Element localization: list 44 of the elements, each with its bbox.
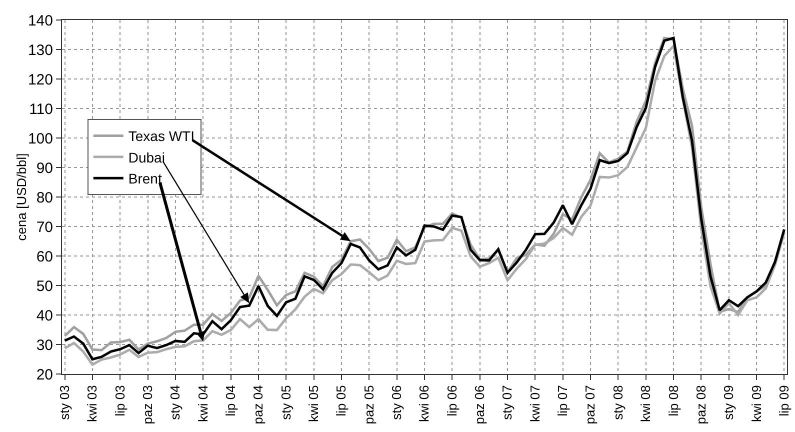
x-tick-label: paz 03: [140, 385, 156, 424]
x-tick-label: paz 04: [250, 385, 266, 424]
y-tick-label: 20: [36, 366, 53, 384]
y-tick-label: 50: [36, 278, 53, 295]
y-tick-label: 110: [29, 100, 53, 118]
y-tick-label: 100: [28, 130, 53, 148]
x-tick-label: lip 05: [334, 385, 349, 416]
legend-label: Texas WTI: [128, 128, 194, 144]
x-tick-label: sty 08: [610, 385, 626, 420]
x-tick-label: paz 05: [361, 385, 376, 424]
y-tick-label: 30: [36, 336, 53, 354]
x-tick-label: lip 07: [555, 385, 570, 416]
x-tick-label: kwi 07: [527, 385, 542, 422]
y-axis-title: cena [USD/bbl]: [14, 153, 29, 241]
x-tick-label: sty 07: [500, 385, 515, 420]
x-tick-label: lip 08: [666, 385, 681, 416]
y-tick-label: 70: [36, 218, 53, 236]
y-tick-label: 120: [28, 71, 53, 88]
x-tick-label: kwi 05: [306, 385, 322, 422]
x-tick-label: kwi 08: [638, 385, 654, 422]
x-tick-label: kwi 09: [748, 385, 764, 422]
y-tick-label: 140: [28, 12, 53, 30]
legend-label: Brent: [128, 170, 162, 187]
y-tick-label: 90: [36, 160, 53, 177]
x-tick-label: sty 06: [389, 385, 404, 420]
x-tick-label: paz 07: [582, 385, 598, 424]
y-tick-label: 80: [36, 189, 53, 206]
x-tick-label: kwi 03: [84, 385, 100, 422]
y-tick-label: 40: [36, 307, 53, 324]
x-tick-label: paz 06: [472, 385, 488, 424]
x-tick-label: lip 09: [776, 385, 792, 416]
x-tick-label: kwi 06: [416, 385, 432, 422]
legend-label: Dubai: [128, 149, 165, 166]
x-tick-label: paz 08: [693, 385, 708, 424]
x-tick-label: sty 04: [168, 385, 183, 420]
y-tick-label: 60: [36, 248, 53, 266]
x-tick-label: lip 06: [444, 385, 460, 416]
x-tick-label: lip 04: [223, 385, 238, 416]
x-tick-label: sty 03: [56, 385, 72, 420]
x-tick-label: sty 05: [278, 385, 294, 420]
x-tick-label: sty 09: [721, 385, 736, 420]
x-tick-label: kwi 04: [195, 385, 210, 422]
y-tick-label: 130: [28, 42, 53, 59]
x-tick-label: lip 03: [112, 385, 128, 416]
